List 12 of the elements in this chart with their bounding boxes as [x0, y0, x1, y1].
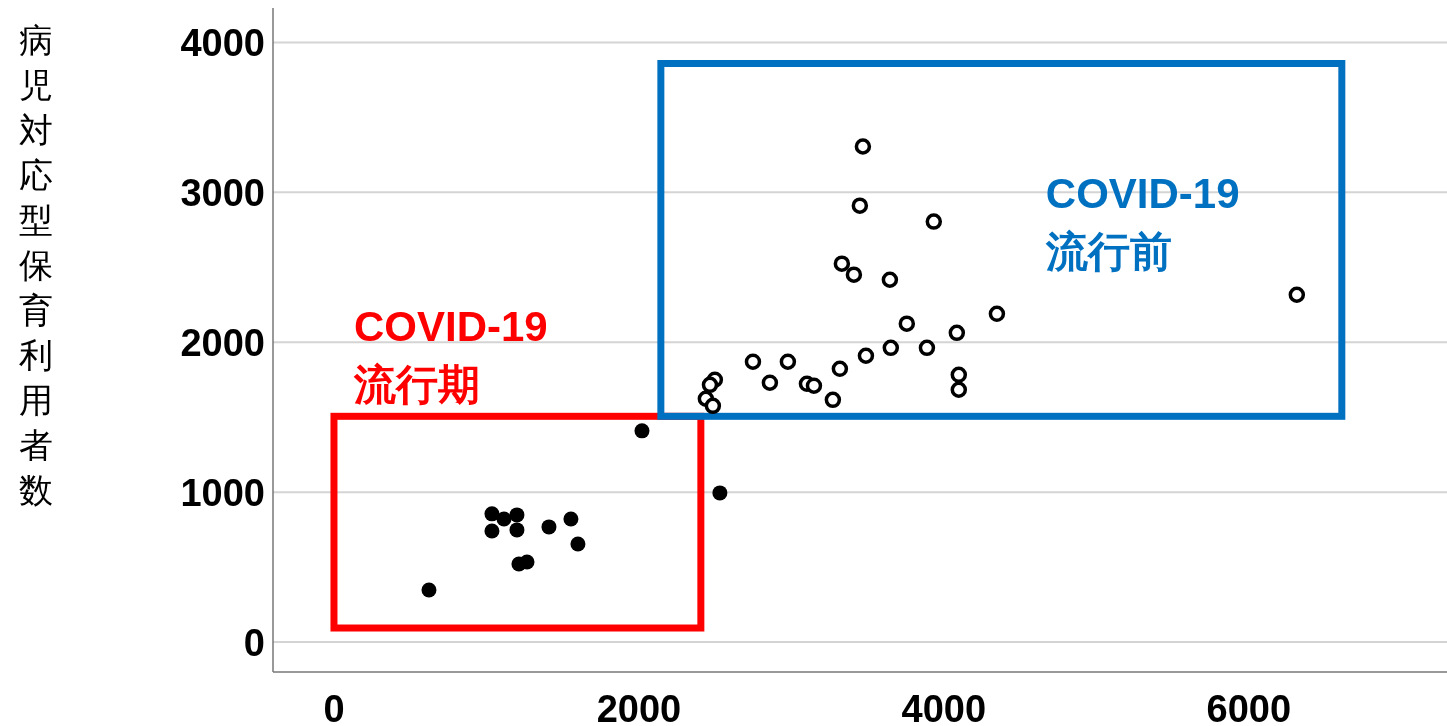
x-tick-label: 0: [323, 688, 345, 726]
annotation: COVID-19 流行期: [352, 303, 548, 409]
x-tick-label: 6000: [1206, 688, 1292, 726]
y-tick-label: 4000: [180, 22, 265, 65]
y-tick-label: 3000: [180, 172, 265, 215]
text: 病児対応型保育利用者数: [19, 21, 53, 509]
y-tick-label: 2000: [180, 322, 265, 365]
y-tick-label: 0: [243, 622, 265, 665]
annotation: COVID-19 流行前: [1044, 170, 1240, 276]
x-tick-label: 2000: [596, 688, 682, 726]
y-tick-label: 1000: [180, 472, 265, 515]
x-tick-label: 4000: [901, 688, 987, 726]
